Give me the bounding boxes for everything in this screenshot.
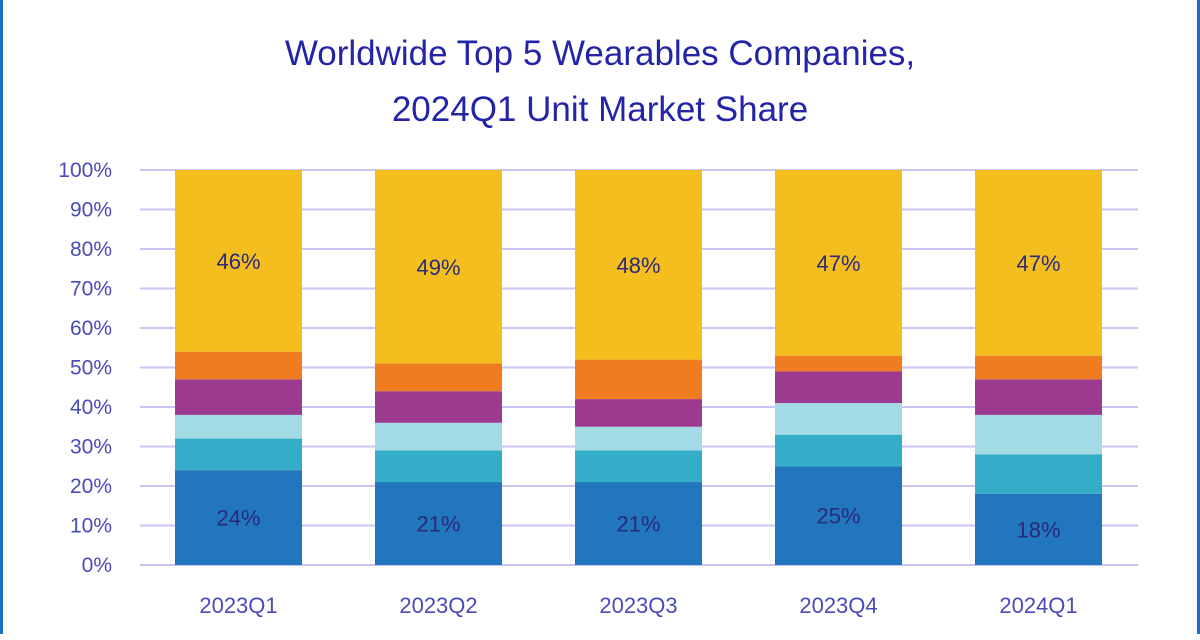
bar-segment <box>175 351 302 380</box>
bar-segment <box>375 363 502 392</box>
y-tick-label: 100% <box>58 159 112 182</box>
bar-segment <box>375 482 502 565</box>
bar-segment <box>575 426 702 451</box>
x-tick-label: 2023Q2 <box>399 593 477 618</box>
data-label: 21% <box>416 512 460 537</box>
bar-segment <box>175 170 302 352</box>
data-label: 18% <box>1016 517 1060 542</box>
chart-subtitle: 2024Q1 Unit Market Share <box>391 90 809 129</box>
data-label: 21% <box>616 512 660 537</box>
bar-segment <box>175 470 302 565</box>
y-tick-label: 20% <box>70 475 112 498</box>
y-tick-label: 70% <box>70 278 112 301</box>
y-tick-label: 50% <box>70 357 112 380</box>
bar-segment <box>975 355 1102 380</box>
bar-segment <box>375 170 502 364</box>
x-tick-label: 2023Q4 <box>799 593 877 618</box>
data-label: 47% <box>816 251 860 276</box>
data-label: 46% <box>216 249 260 274</box>
y-tick-label: 60% <box>70 317 112 340</box>
y-tick-label: 90% <box>70 199 112 222</box>
data-label: 48% <box>616 253 660 278</box>
y-tick-label: 0% <box>82 554 112 577</box>
bar-segment <box>575 359 702 400</box>
bar-segment <box>575 399 702 427</box>
x-tick-label: 2024Q1 <box>999 593 1077 618</box>
bar-segment <box>375 422 502 451</box>
bar-segment <box>375 450 502 483</box>
data-label: 47% <box>1016 251 1060 276</box>
bar-segment <box>375 391 502 423</box>
y-tick-label: 30% <box>70 436 112 459</box>
bar-segment <box>175 414 302 439</box>
bar-segment <box>775 355 902 372</box>
bar-segment <box>575 482 702 565</box>
bar-segment <box>775 170 902 356</box>
chart-title: Worldwide Top 5 Wearables Companies, <box>284 34 916 73</box>
bar-segment <box>175 438 302 471</box>
bar-segment <box>975 379 1102 415</box>
x-tick-label: 2023Q3 <box>599 593 677 618</box>
bar-segment <box>975 170 1102 356</box>
bar-segment <box>575 170 702 360</box>
y-tick-label: 10% <box>70 515 112 538</box>
y-tick-label: 40% <box>70 396 112 419</box>
data-label: 25% <box>816 504 860 529</box>
bar-segment <box>975 493 1102 565</box>
data-label: 49% <box>416 255 460 280</box>
bar-segment <box>775 434 902 467</box>
bar-segment <box>575 450 702 483</box>
y-tick-label: 80% <box>70 238 112 261</box>
bar-segment <box>175 379 302 415</box>
x-tick-label: 2023Q1 <box>199 593 277 618</box>
bar-segment <box>975 414 1102 455</box>
data-label: 24% <box>216 506 260 531</box>
bar-segment <box>775 466 902 565</box>
bar-segment <box>775 371 902 404</box>
bar-segment <box>775 403 902 435</box>
bar-segment <box>975 454 1102 494</box>
